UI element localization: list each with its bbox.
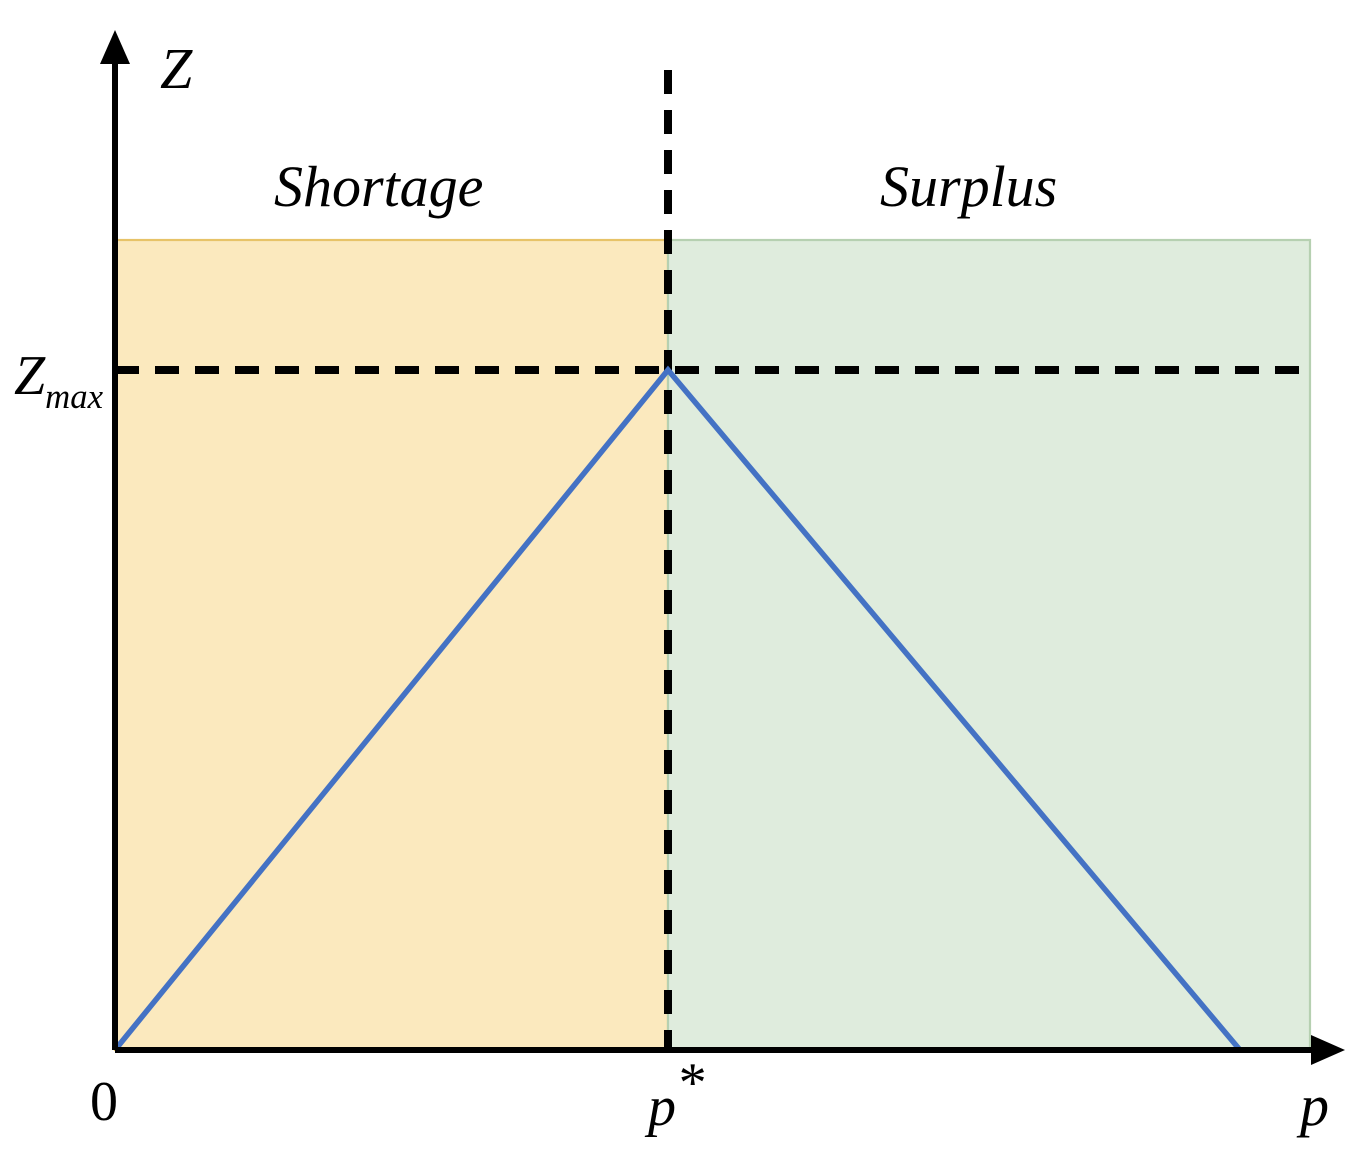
x-axis-arrowhead xyxy=(1311,1035,1345,1065)
shortage-label: Shortage xyxy=(274,154,483,219)
pstar-label: p* xyxy=(644,1052,704,1138)
surplus-label: Surplus xyxy=(880,154,1057,219)
origin-label: 0 xyxy=(90,1071,118,1133)
x-axis-label: p xyxy=(1296,1073,1329,1138)
y-axis-label: Z xyxy=(160,36,193,101)
surplus-region xyxy=(668,240,1310,1050)
chart-container: Z p 0 Zmax p* Shortage Surplus xyxy=(0,0,1356,1160)
shortage-region xyxy=(115,240,668,1050)
zmax-label: Zmax xyxy=(14,345,104,416)
chart-svg: Z p 0 Zmax p* Shortage Surplus xyxy=(0,0,1356,1160)
y-axis-arrowhead xyxy=(100,30,130,64)
